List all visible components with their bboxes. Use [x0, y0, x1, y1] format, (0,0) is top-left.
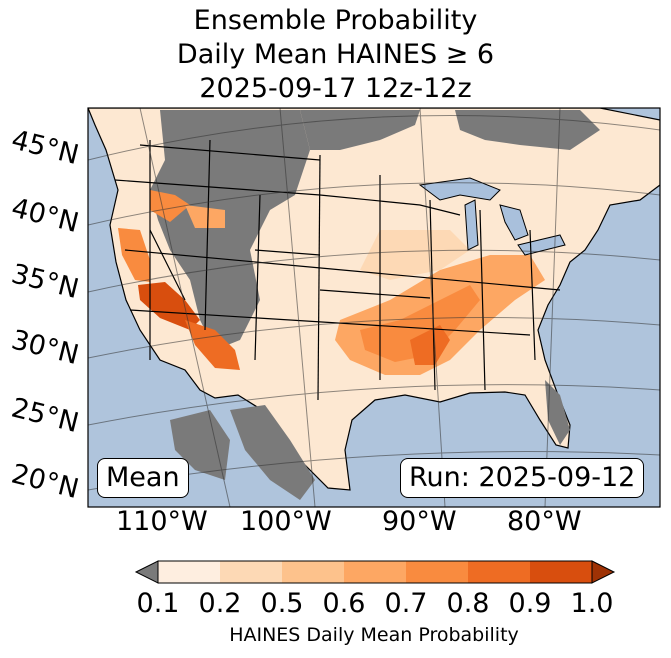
title-line-2: Daily Mean HAINES ≥ 6 [176, 39, 495, 70]
cbar-tick-3: 0.6 [322, 588, 366, 619]
gray-region-mexico [170, 410, 230, 480]
prob-high-california [138, 282, 200, 330]
colorbar-bin-4 [406, 561, 469, 583]
gray-region-florida [545, 380, 570, 445]
cbar-tick-6: 0.9 [508, 588, 552, 619]
gray-region-southwest [230, 405, 315, 500]
prob-core-arkansas [410, 325, 450, 365]
prob-light-idaho [185, 205, 225, 228]
colorbar-bin-5 [468, 561, 531, 583]
colorbar-bin-6 [530, 561, 593, 583]
great-lakes [418, 177, 566, 256]
colorbar-bin-3 [344, 561, 407, 583]
colorbar-label: HAINES Daily Mean Probability [229, 624, 519, 646]
cbar-tick-7: 1.0 [570, 588, 614, 619]
colorbar-bin-2 [282, 561, 345, 583]
map-frame [87, 107, 661, 508]
title-line-1: Ensemble Probability [193, 5, 478, 36]
cbar-tick-4: 0.7 [384, 588, 428, 619]
colorbar-bin-1 [220, 561, 283, 583]
gray-region-west [150, 110, 310, 350]
cbar-tick-0: 0.1 [136, 588, 180, 619]
prob-light-midwest [360, 230, 470, 280]
cbar-tick-2: 0.5 [260, 588, 304, 619]
cbar-tick-1: 0.2 [198, 588, 242, 619]
colorbar-under-triangle [134, 560, 159, 584]
lon-label-80: 80°W [507, 506, 582, 537]
prob-core-southcentral [360, 285, 480, 362]
prob-med-arizona [185, 320, 240, 370]
cbar-tick-5: 0.8 [446, 588, 490, 619]
colorbar-bin-0 [158, 561, 221, 583]
title-line-3: 2025-09-17 12z-12z [199, 73, 472, 104]
run-date-box: Run: 2025-09-12 [400, 458, 645, 498]
colorbar-frame [157, 560, 593, 584]
colorbar-over-triangle [591, 560, 616, 584]
state-borders [114, 139, 561, 401]
mean-label-box: Mean [97, 458, 189, 498]
lon-label-110: 110°W [116, 506, 208, 537]
prob-med-california [118, 228, 150, 282]
lon-label-90: 90°W [382, 506, 457, 537]
lon-label-100: 100°W [240, 506, 332, 537]
